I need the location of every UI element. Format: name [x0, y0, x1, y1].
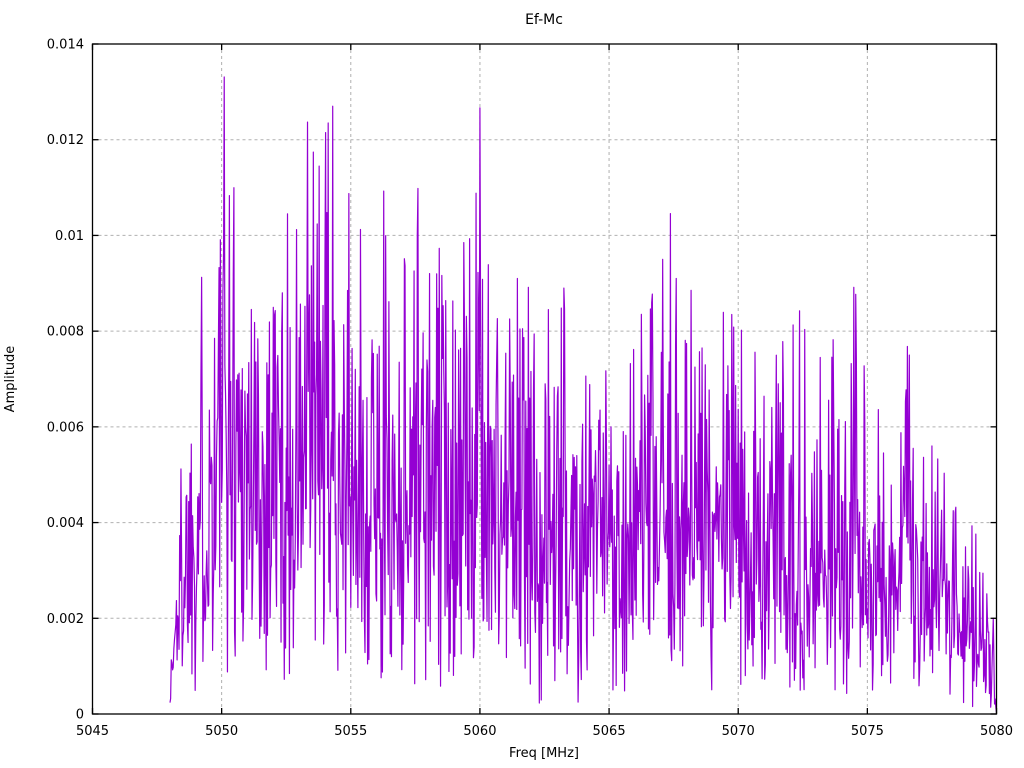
- x-tick-label: 5065: [593, 724, 626, 739]
- x-tick-label: 5055: [334, 724, 367, 739]
- y-tick-label: 0.006: [47, 420, 84, 435]
- x-tick-label: 5045: [76, 724, 109, 739]
- x-axis-label: Freq [MHz]: [509, 746, 579, 761]
- y-tick-label: 0.014: [47, 38, 84, 53]
- x-tick-label: 5080: [980, 724, 1013, 739]
- y-tick-labels: 0 0.002 0.004 0.006 0.008 0.01 0.012 0.014: [47, 38, 84, 723]
- y-tick-label: 0: [76, 708, 84, 723]
- plot-border: [91, 43, 998, 715]
- y-tick-label: 0.002: [47, 612, 84, 627]
- x-tick-label: 5075: [851, 724, 884, 739]
- y-tick-label: 0.004: [47, 516, 84, 531]
- chart-title: Ef-Mc: [525, 12, 563, 28]
- data-series: [169, 76, 998, 713]
- y-axis-label: Amplitude: [3, 346, 18, 413]
- x-tick-label: 5060: [463, 724, 496, 739]
- x-tick-label: 5070: [722, 724, 755, 739]
- x-tick-labels: 5045 5050 5055 5060 5065 5070 5075 5080: [76, 724, 1013, 739]
- plot-border-rect: [91, 43, 998, 715]
- x-tick-label: 5050: [205, 724, 238, 739]
- y-tick-label: 0.01: [55, 229, 84, 244]
- axis-ticks: [91, 43, 998, 715]
- spectrum-line: [169, 76, 998, 713]
- y-tick-label: 0.012: [47, 133, 84, 148]
- y-tick-label: 0.008: [47, 325, 84, 340]
